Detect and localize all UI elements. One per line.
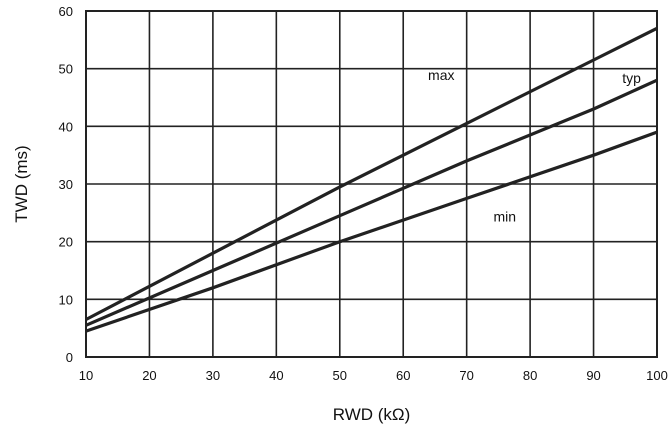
plot-frame [85, 10, 658, 358]
series-line-min [85, 130, 658, 333]
series-label-typ: typ [622, 70, 641, 86]
series-lines [85, 26, 658, 333]
y-tick-labels: 0 10 20 30 40 50 60 [59, 4, 73, 365]
y-tick-label: 20 [59, 235, 73, 250]
x-tick-label: 80 [523, 368, 537, 383]
x-tick-label: 60 [396, 368, 410, 383]
y-tick-label: 10 [59, 292, 73, 307]
x-tick-label: 100 [646, 368, 668, 383]
series-line-typ [85, 78, 658, 327]
grid [85, 10, 658, 358]
y-tick-label: 0 [66, 350, 73, 365]
x-tick-labels: 10 20 30 40 50 60 70 80 90 100 [79, 368, 668, 383]
x-tick-label: 20 [142, 368, 156, 383]
y-axis-title: TWD (ms) [12, 145, 31, 222]
y-tick-label: 40 [59, 119, 73, 134]
x-tick-label: 40 [269, 368, 283, 383]
x-axis-title: RWD (kΩ) [333, 405, 411, 424]
series-line-max [85, 26, 658, 321]
x-tick-label: 90 [586, 368, 600, 383]
x-tick-label: 70 [459, 368, 473, 383]
y-tick-label: 30 [59, 177, 73, 192]
y-tick-label: 60 [59, 4, 73, 19]
series-label-max: max [428, 67, 454, 83]
series-label-min: min [493, 208, 516, 224]
x-tick-label: 30 [206, 368, 220, 383]
y-tick-label: 50 [59, 62, 73, 77]
x-tick-label: 10 [79, 368, 93, 383]
x-tick-label: 50 [333, 368, 347, 383]
